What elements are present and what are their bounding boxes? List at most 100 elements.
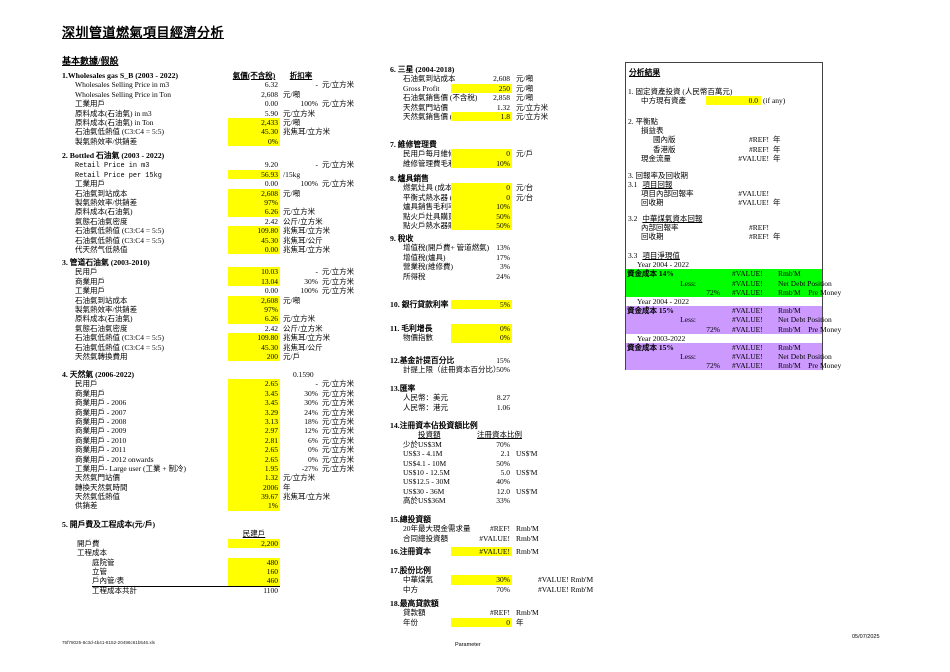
value-cell[interactable]: 0% xyxy=(228,136,280,147)
value-cell[interactable]: 2,200 xyxy=(228,538,280,549)
value-cell[interactable]: 3.45 xyxy=(228,388,280,399)
value-cell[interactable]: 0 xyxy=(451,149,512,159)
value-cell[interactable]: 10% xyxy=(451,202,512,212)
npv-left-label: Less: xyxy=(680,315,696,325)
value-cell[interactable]: 1.8 xyxy=(451,111,512,122)
value-cell[interactable]: 2006 xyxy=(228,482,280,493)
value-cell[interactable]: 56.93 xyxy=(228,169,280,180)
row-label: 商業用戶 xyxy=(75,388,105,398)
value-cell[interactable]: 2.97 xyxy=(228,426,280,436)
value-cell[interactable]: 45.30 xyxy=(228,127,280,137)
row-label: 原料成本(石油氣) in m3 xyxy=(75,108,152,118)
unit-label: 元/立方米 xyxy=(322,267,355,277)
value-cell[interactable]: 0.00 xyxy=(228,244,280,255)
value-cell[interactable]: 0.0 xyxy=(706,96,761,106)
value-cell[interactable]: 13.04 xyxy=(228,276,280,287)
value-cell[interactable]: 480 xyxy=(228,557,280,567)
value-cell[interactable]: 1.95 xyxy=(228,463,280,474)
total-rule xyxy=(92,585,280,587)
value-cell[interactable]: 10.03 xyxy=(228,267,280,277)
value-cell[interactable]: 45.30 xyxy=(228,342,280,352)
value-cell[interactable]: 109.80 xyxy=(228,226,280,236)
value-cell[interactable]: 50% xyxy=(451,211,512,221)
value-cell[interactable]: 3.45 xyxy=(228,398,280,408)
section-title: 18.最高貸款額 xyxy=(390,599,439,608)
value-cell: 50% xyxy=(496,365,510,375)
section-title: 2. Bottled 石油氣 (2003 - 2022) xyxy=(62,151,165,160)
unit-label: 元/立方米 xyxy=(322,160,355,170)
value-cell[interactable]: 2.81 xyxy=(228,435,280,446)
section-registered-capital: 16.注冊資本 #VALUE! Rmb'M xyxy=(390,547,625,557)
table-row: 石油氣到站成本 2,608 元/噸 xyxy=(62,188,402,198)
value-cell[interactable]: 30% xyxy=(451,575,512,585)
value-cell[interactable]: 0 xyxy=(451,192,512,203)
section-piped-lpg: 3. 管道石油氣 (2003-2010) 民用戶 10.03- 元/立方米 商業用戶 13… xyxy=(62,258,402,362)
value-cell[interactable]: 3.13 xyxy=(228,416,280,427)
value-cell: 0.00 xyxy=(264,179,278,189)
value-cell[interactable]: 0% xyxy=(451,333,512,343)
table-row: 商業用戶 13.04 30% 元/立方米 xyxy=(62,276,402,287)
row-label: US$3 - 4.1M xyxy=(403,449,443,459)
value-cell[interactable]: 1.32 xyxy=(228,473,280,483)
row-label: Retail Price per 15kg xyxy=(75,171,162,180)
table-row: 現金流量 #VALUE! 年 xyxy=(626,154,822,163)
npv-description: Net Debt Position xyxy=(778,315,832,325)
value-cell[interactable]: 200 xyxy=(228,351,280,362)
value-cell[interactable]: 10% xyxy=(451,158,512,169)
row-label: US$30 - 36M xyxy=(403,486,445,496)
table-row: 商業用戶 3.45 30% 元/立方米 xyxy=(62,388,402,399)
value-cell[interactable]: 3.29 xyxy=(228,407,280,417)
table-row: 石油氣到站成本 2,608 元/噸 xyxy=(390,74,625,83)
table-row: 增值稅(爐具) 17% xyxy=(390,253,625,262)
value-cell[interactable]: 2.65 xyxy=(228,379,280,389)
npv-year-row: Year 2004 - 2022 xyxy=(626,297,822,306)
discount-cell: 6% xyxy=(308,435,318,445)
table-row: 年份 0 年 xyxy=(390,617,625,628)
unit-label: 年 xyxy=(773,144,781,154)
value-cell[interactable]: 2,608 xyxy=(228,295,280,305)
value-cell[interactable]: 160 xyxy=(228,566,280,577)
value-cell[interactable]: 460 xyxy=(228,576,280,586)
value-cell[interactable]: 6.26 xyxy=(228,207,280,217)
section-basic-data-heading: 基本數據/假設 xyxy=(62,56,119,66)
value-cell[interactable]: 50% xyxy=(451,220,512,231)
table-row: US$30 - 36M 12.0 US$'M xyxy=(390,487,625,496)
value-cell[interactable]: 97% xyxy=(228,304,280,315)
section-max-loan: 18.最高貸款額 貸款額 #REF! Rmb'M 年份 0 年 xyxy=(390,599,625,628)
value-cell: 0.00 xyxy=(264,286,278,296)
value-cell[interactable]: 2.65 xyxy=(228,454,280,464)
row-label: 天然氣門站價 xyxy=(403,102,448,112)
value-cell[interactable]: 5% xyxy=(451,300,512,310)
value-cell[interactable]: 2,433 xyxy=(228,117,280,128)
value-cell: 1.06 xyxy=(496,402,510,412)
section-exchange-rate: 13.匯率 人民幣：美元 8.27 人民幣：港元 1.06 xyxy=(390,384,625,412)
column-header-discount: 折扣率 xyxy=(289,71,313,80)
value-cell[interactable]: 97% xyxy=(228,197,280,208)
value-cell[interactable]: 2.65 xyxy=(228,445,280,455)
table-row: 中方 70% #VALUE! Rmb'M xyxy=(390,585,625,594)
value-cell[interactable]: 109.80 xyxy=(228,333,280,343)
value-cell[interactable]: 0% xyxy=(451,324,512,334)
table-row: 商業用戶 - 2012 onwards 2.65 0% 元/立方米 xyxy=(62,454,402,464)
npv-value-row: Less: #VALUE! Net Debt Position xyxy=(626,352,832,362)
section-title: 1.Wholesales gas S_B (2003 - 2022) xyxy=(62,71,179,80)
value-cell[interactable]: 2,608 xyxy=(228,188,280,198)
row-label: 民用戶 xyxy=(75,267,98,277)
value-cell[interactable]: 0 xyxy=(451,183,512,193)
npv-year-label: Year 2003-2022 xyxy=(637,333,686,343)
value-cell[interactable]: #VALUE! xyxy=(451,547,512,557)
value-cell[interactable]: 250 xyxy=(451,83,512,94)
table-row: 商業用戶 - 2008 3.13 18% 元/立方米 xyxy=(62,416,402,427)
unit-label: 元/噸 xyxy=(516,93,534,103)
value-cell[interactable]: 6.26 xyxy=(228,314,280,324)
value-cell[interactable]: 1% xyxy=(228,501,280,511)
unit-label: 元/噸 xyxy=(516,83,534,93)
row-label: 計提上限（註冊資本百分比） xyxy=(403,365,501,375)
group-header-row: 3. 回報率及回收期 xyxy=(626,171,822,180)
value-cell[interactable]: 45.30 xyxy=(228,235,280,245)
section-natural-gas: 4. 天然氣 (2006-2022) 0.1590 民用戶 2.65- 元/立方米 商業用… xyxy=(62,370,402,511)
unit-label: 元/噸 xyxy=(283,295,301,305)
npv-description: Net Debt Position xyxy=(778,352,832,362)
value-cell[interactable]: 39.67 xyxy=(228,492,280,502)
value-cell[interactable]: 0 xyxy=(451,617,512,628)
